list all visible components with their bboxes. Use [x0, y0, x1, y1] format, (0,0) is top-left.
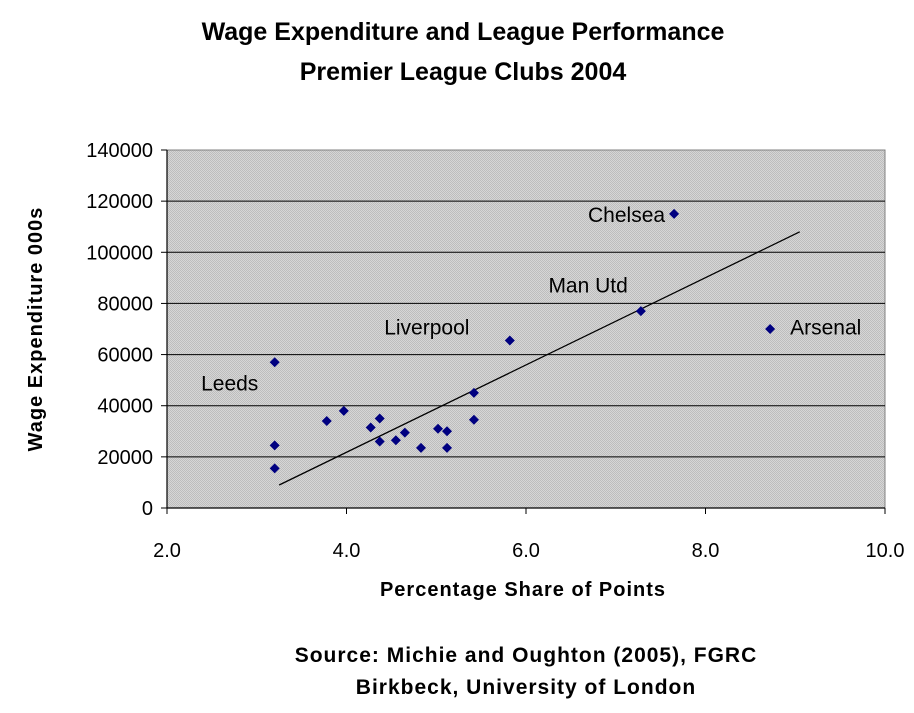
data-point: [415, 442, 426, 453]
y-tick-label: 60000: [97, 345, 153, 367]
gridlines: [167, 200, 885, 458]
data-point: [635, 306, 646, 317]
data-point: [468, 414, 479, 425]
data-point: [399, 427, 410, 438]
data-point: [374, 413, 385, 424]
annotation-leeds: Leeds: [201, 373, 258, 396]
data-point: [442, 426, 453, 437]
data-point: [374, 436, 385, 447]
x-tick-label: 8.0: [692, 540, 720, 562]
chart-title: Wage Expenditure and League Performance: [202, 18, 725, 46]
data-point: [433, 423, 444, 434]
x-axis-title: Percentage Share of Points: [380, 579, 666, 601]
y-tick-label: 20000: [97, 447, 153, 469]
data-points: [269, 208, 776, 474]
y-tick-label: 140000: [86, 140, 153, 162]
chart-subtitle: Premier League Clubs 2004: [300, 58, 627, 86]
plot-area: [166, 149, 886, 509]
data-point: [365, 422, 376, 433]
x-tick-labels: 2.0 4.0 6.0 8.0 10.0: [153, 540, 904, 562]
y-tick-label: 80000: [97, 293, 153, 315]
y-tick-label: 120000: [86, 191, 153, 213]
data-point: [269, 357, 280, 368]
trendline: [278, 231, 801, 486]
y-tick-label: 100000: [86, 242, 153, 264]
data-point: [338, 405, 349, 416]
source-line-1: Source: Michie and Oughton (2005), FGRC: [295, 644, 758, 667]
annotation-liverpool: Liverpool: [384, 316, 469, 339]
annotation-chelsea: Chelsea: [588, 204, 665, 227]
data-point: [390, 435, 401, 446]
y-axis-title: Wage Expenditure 000s: [25, 207, 47, 452]
source-line-2: Birkbeck, University of London: [356, 676, 696, 699]
data-point: [669, 208, 680, 219]
y-tick-labels: 0 20000 40000 60000 80000 100000 120000 140000: [86, 140, 153, 520]
data-point: [269, 463, 280, 474]
x-tick-label: 4.0: [333, 540, 361, 562]
y-tick-label: 0: [142, 498, 153, 520]
x-tick-label: 6.0: [512, 540, 540, 562]
annotation-arsenal: Arsenal: [790, 316, 861, 339]
data-point: [442, 442, 453, 453]
y-tick-label: 40000: [97, 396, 153, 418]
x-tick-label: 2.0: [153, 540, 181, 562]
data-point: [269, 440, 280, 451]
annotations: Chelsea Man Utd Liverpool Arsenal Leeds: [201, 204, 861, 396]
data-point: [765, 324, 776, 334]
x-tick-label: 10.0: [866, 540, 905, 562]
trendline-group: [278, 231, 801, 486]
data-point: [504, 335, 515, 346]
axes: [161, 149, 886, 514]
data-point: [468, 387, 479, 398]
annotation-man-utd: Man Utd: [548, 274, 627, 297]
data-point: [321, 416, 332, 427]
